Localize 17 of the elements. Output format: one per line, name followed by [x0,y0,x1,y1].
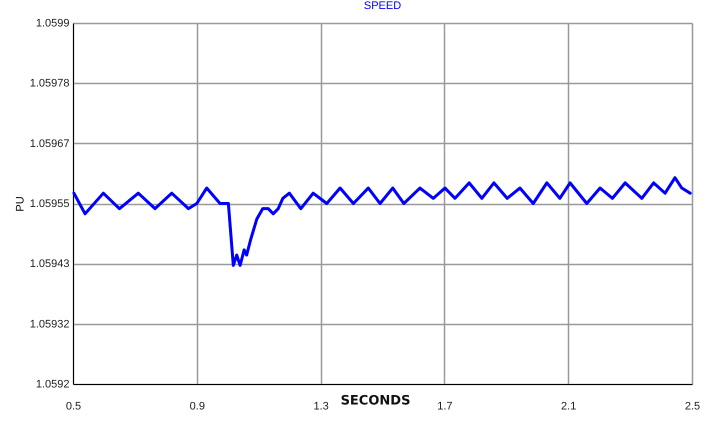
x-tick-label: 0.9 [190,400,205,412]
x-tick-label: 2.5 [684,400,700,412]
line-series [72,176,692,267]
x-tick-label: 1.3 [313,400,329,412]
y-tick-label: 1.05932 [30,318,70,330]
y-tick-label: 1.05955 [30,198,70,210]
y-tick-label: 1.0592 [36,378,70,390]
y-tick-label: 1.0599 [36,18,70,30]
x-tick-label: 0.5 [66,400,82,412]
chart-title: SPEED [364,0,402,12]
y-axis-title: PU [14,196,27,212]
x-tick-label: 1.7 [437,400,453,412]
y-tick-label: 1.05967 [30,138,70,150]
y-tick-label: 1.05978 [30,78,70,90]
x-axis-title: SECONDS [340,394,410,408]
y-tick-label: 1.05943 [30,258,70,270]
x-tick-label: 2.1 [561,400,576,412]
